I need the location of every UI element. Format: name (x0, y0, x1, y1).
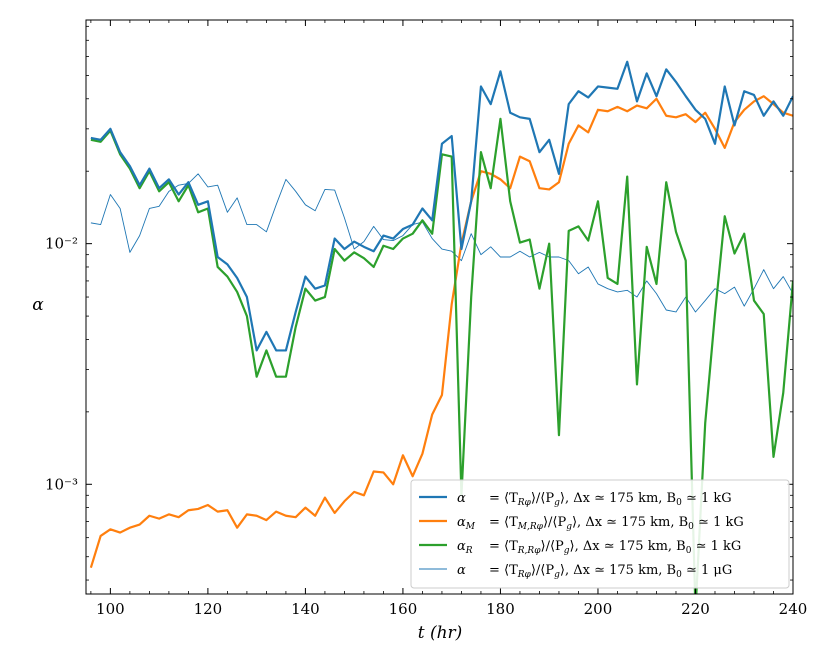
series-line-1 (90, 60, 793, 352)
legend-label-1: α = ⟨TRφ⟩/⟨Pg⟩, Δx ≃ 175 km, B0 ≃ 1 kG (457, 491, 732, 508)
y-tick-label: 10⁻³ (45, 475, 78, 493)
y-tick-label: 10⁻² (45, 235, 78, 253)
legend: α = ⟨TRφ⟩/⟨Pg⟩, Δx ≃ 175 km, B0 ≃ 1 kG αM … (410, 479, 790, 589)
legend-label-3: αR = ⟨TR,Rφ⟩/⟨Pg⟩, Δx ≃ 175 km, B0 ≃ 1 k… (457, 539, 741, 556)
ticks-layer: 100 120 140 160 180 200 220 240 10⁻³ 10⁻² (45, 20, 807, 618)
series-line-4 (90, 173, 793, 313)
x-tick-label: 120 (194, 600, 223, 618)
y-axis-label: α (32, 295, 44, 315)
x-tick-label: 240 (779, 600, 808, 618)
x-tick-label: 180 (486, 600, 515, 618)
plot-frame (85, 19, 794, 595)
legend-label-4: α = ⟨TRφ⟩/⟨Pg⟩, Δx ≃ 175 km, B0 ≃ 1 μG (457, 563, 732, 580)
series-line-3 (90, 117, 793, 594)
x-tick-label: 200 (584, 600, 613, 618)
series-layer (89, 60, 793, 594)
x-tick-label: 100 (96, 600, 125, 618)
x-axis-label: t (hr) (418, 623, 463, 643)
x-tick-label: 220 (681, 600, 710, 618)
x-tick-label: 160 (389, 600, 418, 618)
series-line-2 (89, 95, 793, 569)
legend-box (410, 479, 790, 589)
legend-label-2: αM = ⟨TM,Rφ⟩/⟨Pg⟩, Δx ≃ 175 km, B0 ≃ 1 k… (457, 515, 744, 532)
x-tick-label: 140 (291, 600, 320, 618)
